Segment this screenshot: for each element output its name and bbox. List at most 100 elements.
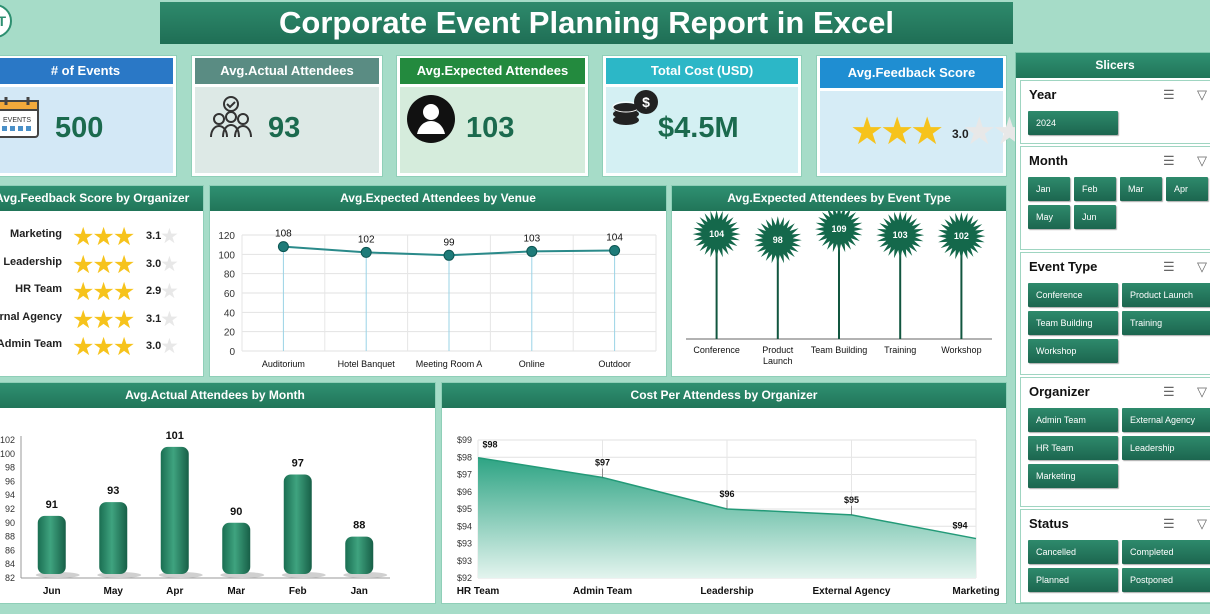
- clear-filter-icon[interactable]: ▽: [1197, 259, 1207, 274]
- slicer-item-button[interactable]: Jan: [1028, 177, 1070, 201]
- multi-select-icon[interactable]: ☰: [1163, 384, 1175, 399]
- x-tick-label: Mar: [227, 586, 245, 597]
- y-tick-label: $95: [457, 504, 472, 514]
- data-label: 97: [292, 458, 304, 470]
- y-tick-label: $96: [457, 487, 472, 497]
- feedback-row-label: Leadership: [3, 255, 62, 268]
- feedback-row-label: HR Team: [15, 283, 62, 295]
- slicer-item-button[interactable]: HR Team: [1028, 436, 1118, 460]
- data-label: 99: [443, 237, 455, 248]
- data-label: $95: [844, 495, 859, 505]
- slicer-month: Month ☰ ▽ Jan Feb Mar Apr May Jun: [1020, 146, 1210, 250]
- star-empty-icon: ★: [160, 335, 179, 358]
- x-tick-label: Jun: [43, 586, 61, 597]
- slicer-item-button[interactable]: Planned: [1028, 568, 1118, 592]
- y-tick-label: $93: [457, 556, 472, 566]
- slicer-title: Status: [1029, 516, 1069, 531]
- y-tick-label: 86: [5, 545, 15, 555]
- coins-icon: $: [610, 88, 660, 133]
- kpi-cost-value: $4.5M: [658, 112, 739, 144]
- x-tick-label: Feb: [289, 586, 307, 597]
- slicer-item-button[interactable]: Apr: [1166, 177, 1208, 201]
- slicer-item-button[interactable]: Postponed: [1122, 568, 1210, 592]
- kpi-cost-card: Total Cost (USD) $ $4.5M: [602, 55, 802, 177]
- kpi-cost-label: Total Cost (USD): [606, 58, 798, 84]
- y-tick-label: 0: [229, 347, 235, 358]
- series-area: [478, 457, 976, 578]
- feedback-row-stars: ★★★: [72, 223, 135, 251]
- event-type-chart-panel: Avg.Expected Attendees by Event Type 104…: [671, 185, 1007, 377]
- star-filled-icon: ★: [910, 111, 944, 153]
- data-label: $97: [595, 457, 610, 467]
- slicer-item-button[interactable]: Cancelled: [1028, 540, 1118, 564]
- month-chart-title: Avg.Actual Attendees by Month: [0, 383, 435, 408]
- kpi-events-label: # of Events: [0, 58, 173, 84]
- y-tick-label: $98: [457, 452, 472, 462]
- kpi-actual-value: 93: [268, 112, 301, 144]
- y-tick-label: 120: [218, 231, 235, 242]
- clear-filter-icon[interactable]: ▽: [1197, 87, 1207, 102]
- month-bar-chart: 82 84 86 88 90 92 94 96 98 100 102 91 Jun 93 May 101 Apr…: [0, 430, 390, 597]
- y-tick-label: 92: [5, 504, 15, 514]
- feedback-row-value: 3.0: [146, 340, 162, 352]
- data-label: 109: [831, 224, 846, 234]
- slicer-item-button[interactable]: Admin Team: [1028, 408, 1118, 432]
- data-label: 102: [358, 234, 375, 245]
- clear-filter-icon[interactable]: ▽: [1197, 516, 1207, 531]
- feedback-row-value: 3.0: [146, 257, 162, 270]
- data-label: 103: [893, 230, 908, 240]
- x-tick-label: Apr: [166, 586, 183, 597]
- multi-select-icon[interactable]: ☰: [1163, 516, 1175, 531]
- multi-select-icon[interactable]: ☰: [1163, 153, 1175, 168]
- slicer-item-button[interactable]: Completed: [1122, 540, 1210, 564]
- slicer-title: Organizer: [1029, 384, 1090, 399]
- slicer-item-button[interactable]: Workshop: [1028, 339, 1118, 363]
- slicer-item-button[interactable]: Team Building: [1028, 311, 1118, 335]
- slicer-item-button[interactable]: External Agency: [1122, 408, 1210, 432]
- burst-marker: [753, 216, 802, 265]
- event-type-chart-title: Avg.Expected Attendees by Event Type: [672, 186, 1006, 211]
- kpi-events-value: 500: [55, 112, 104, 144]
- slicer-item-button[interactable]: Jun: [1074, 205, 1116, 229]
- company-logo: T: [0, 4, 12, 38]
- bar: [222, 522, 251, 574]
- x-tick-label: Jan: [351, 586, 368, 597]
- slicer-item-button[interactable]: May: [1028, 205, 1070, 229]
- slicer-item-button[interactable]: Training: [1122, 311, 1210, 335]
- y-tick-label: 40: [224, 308, 236, 319]
- y-tick-label: 94: [5, 490, 15, 500]
- slicer-event-type: Event Type ☰ ▽ Conference Product Launch Team…: [1020, 252, 1210, 375]
- feedback-row-stars: ★★★: [72, 333, 135, 361]
- cost-chart-panel: Cost Per Attendess by Organizer $92 $93 $9…: [441, 382, 1007, 604]
- slicer-item-button[interactable]: Mar: [1120, 177, 1162, 201]
- venue-line-chart: 0 20 40 60 80 100 120 108 Auditorium 102 Hotel Ban…: [218, 229, 657, 369]
- y-tick-label: $94: [457, 521, 472, 531]
- slicer-item-button[interactable]: Feb: [1074, 177, 1116, 201]
- data-label: 88: [353, 520, 365, 532]
- y-tick-label: $93: [457, 539, 472, 549]
- feedback-row: Leadership ★★★ 3.0 ★: [0, 252, 195, 278]
- slicer-organizer: Organizer ☰ ▽ Admin Team External Agency HR T…: [1020, 377, 1210, 507]
- bar: [283, 474, 312, 574]
- slicer-item-button[interactable]: Conference: [1028, 283, 1118, 307]
- slicer-item-button[interactable]: Marketing: [1028, 464, 1118, 488]
- feedback-row-stars: ★★★: [72, 305, 135, 334]
- clear-filter-icon[interactable]: ▽: [1197, 153, 1207, 168]
- data-point: [609, 244, 621, 256]
- slicer-title: Event Type: [1029, 259, 1098, 274]
- slicer-item-button[interactable]: Product Launch: [1122, 283, 1210, 307]
- star-empty-icon: ★: [160, 280, 179, 303]
- multi-select-icon[interactable]: ☰: [1163, 87, 1175, 102]
- clear-filter-icon[interactable]: ▽: [1197, 384, 1207, 399]
- y-tick-label: 80: [224, 270, 236, 281]
- venue-chart-title: Avg.Expected Attendees by Venue: [210, 186, 666, 211]
- burst-marker: [692, 211, 741, 259]
- feedback-row-stars: ★★★: [72, 250, 135, 279]
- slicer-item-button[interactable]: 2024: [1028, 111, 1118, 135]
- kpi-actual-card: Avg.Actual Attendees 93: [191, 55, 383, 177]
- burst-marker: [876, 211, 925, 260]
- kpi-expected-value: 103: [466, 112, 515, 144]
- multi-select-icon[interactable]: ☰: [1163, 259, 1175, 274]
- x-tick-label: Outdoor: [598, 359, 631, 369]
- slicer-item-button[interactable]: Leadership: [1122, 436, 1210, 460]
